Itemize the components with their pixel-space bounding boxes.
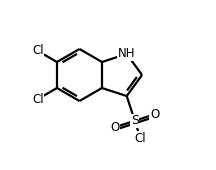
Text: NH: NH [118, 47, 135, 61]
Text: Cl: Cl [135, 132, 146, 144]
Text: Cl: Cl [32, 92, 44, 106]
Text: S: S [131, 114, 139, 127]
Text: O: O [110, 121, 120, 134]
Text: Cl: Cl [32, 44, 44, 57]
Text: O: O [150, 108, 159, 121]
